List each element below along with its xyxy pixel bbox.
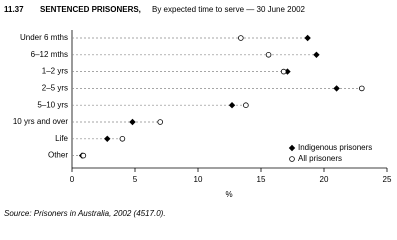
figure-number: 11.37 bbox=[4, 5, 24, 14]
legend-label: All prisoners bbox=[298, 154, 342, 163]
legend-marker bbox=[289, 156, 295, 162]
category-label: 10 yrs and over bbox=[13, 117, 68, 126]
indigenous-point bbox=[104, 135, 111, 142]
x-tick-label: 25 bbox=[383, 175, 392, 184]
x-axis-label: % bbox=[225, 190, 232, 199]
indigenous-point bbox=[129, 118, 136, 126]
all-point bbox=[157, 119, 164, 125]
indigenous-point bbox=[313, 51, 320, 58]
indigenous-point bbox=[333, 85, 340, 92]
x-tick-label: 15 bbox=[257, 175, 266, 184]
all-point bbox=[238, 35, 244, 41]
category-label: 2–5 yrs bbox=[42, 84, 68, 93]
category-label: 1–2 yrs bbox=[42, 67, 68, 76]
category-label: 5–10 yrs bbox=[37, 100, 68, 109]
category-label: Other bbox=[48, 151, 68, 160]
indigenous-point bbox=[304, 34, 311, 42]
x-tick-label: 0 bbox=[70, 175, 75, 184]
all-point bbox=[243, 102, 249, 108]
x-tick-label: 20 bbox=[320, 175, 329, 184]
all-point bbox=[119, 136, 126, 142]
indigenous-point bbox=[228, 102, 236, 109]
all-point bbox=[358, 85, 365, 92]
x-tick-label: 5 bbox=[133, 175, 138, 184]
legend-marker bbox=[288, 144, 296, 152]
chart-title: SENTENCED PRISONERS, bbox=[40, 5, 141, 14]
all-point bbox=[80, 152, 87, 159]
legend-label: Indigenous prisoners bbox=[298, 143, 372, 152]
category-label: 6–12 mths bbox=[31, 50, 68, 59]
category-label: Life bbox=[55, 134, 68, 143]
x-tick-label: 10 bbox=[194, 175, 203, 184]
all-point bbox=[265, 51, 272, 58]
source-note: Source: Prisoners in Australia, 2002 (45… bbox=[4, 209, 166, 218]
chart: 11.37 SENTENCED PRISONERS, By expected t… bbox=[4, 5, 392, 218]
chart-subtitle: By expected time to serve — 30 June 2002 bbox=[152, 5, 306, 14]
category-label: Under 6 mths bbox=[20, 33, 68, 42]
all-point bbox=[280, 68, 287, 75]
